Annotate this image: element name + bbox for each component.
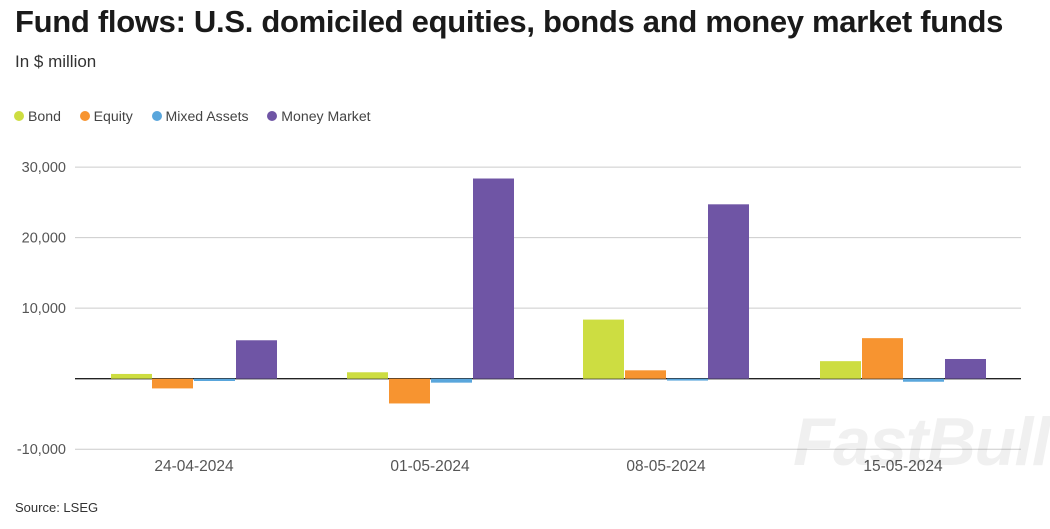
svg-text:08-05-2024: 08-05-2024 [626,458,706,475]
svg-text:10,000: 10,000 [22,301,66,317]
svg-text:24-04-2024: 24-04-2024 [154,458,234,475]
svg-text:01-05-2024: 01-05-2024 [390,458,470,475]
svg-text:30,000: 30,000 [22,160,66,176]
svg-text:20,000: 20,000 [22,231,66,247]
svg-text:-10,000: -10,000 [17,442,66,458]
